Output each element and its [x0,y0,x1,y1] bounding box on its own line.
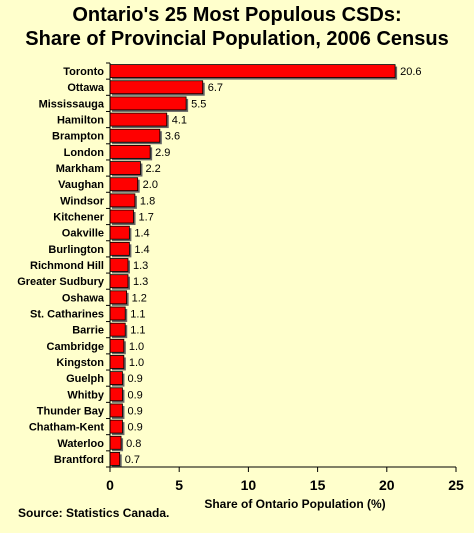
bar [109,209,134,224]
source-note: Source: Statistics Canada. [18,506,170,520]
x-tick-label: 10 [241,477,257,493]
category-label: Windsor [60,195,105,207]
category-label: Markham [56,163,105,175]
bar [109,96,187,111]
category-label: Ottawa [67,82,105,94]
bar [109,435,122,450]
category-label: St. Catharines [30,308,104,320]
bar [109,64,396,78]
category-label: Waterloo [57,438,104,450]
category-label: Mississauga [39,98,105,110]
chart-subtitle: Share of Provincial Population, 2006 Cen… [25,28,449,50]
data-label: 3.6 [165,131,180,143]
bar [109,274,129,289]
bar [109,338,125,353]
category-label: Cambridge [47,341,104,353]
category-label: Burlington [48,244,104,256]
category-label: Vaughan [58,179,104,191]
category-label: Brantford [54,454,104,466]
category-label: Guelph [66,373,104,385]
x-tick-label: 15 [310,477,326,493]
bar [109,128,161,143]
data-label: 0.7 [125,454,140,466]
category-label: Kingston [56,357,104,369]
category-label: Oakville [62,228,104,240]
data-label: 1.7 [139,212,154,224]
bar [109,403,123,418]
category-label: Barrie [72,325,104,337]
bar [109,112,168,127]
category-label: Kitchener [53,212,104,224]
x-tick-label: 0 [106,477,114,493]
category-label: London [64,147,105,159]
data-label: 0.9 [127,422,142,434]
category-label: Chatham-Kent [29,422,105,434]
bar [109,161,141,175]
category-label: Greater Sudbury [17,276,105,288]
data-label: 0.9 [127,373,142,385]
data-label: 4.1 [172,115,187,127]
data-label: 1.1 [130,308,145,320]
bar [109,355,125,369]
category-label: Richmond Hill [30,260,104,272]
bar [109,241,130,256]
x-axis-label: Share of Ontario Population (%) [204,497,385,511]
bar [109,144,151,159]
data-label: 2.2 [145,163,160,175]
bar [109,371,123,386]
data-label: 0.8 [126,438,141,450]
x-tick-label: 25 [448,477,464,493]
data-label: 20.6 [400,66,421,78]
category-label: Thunder Bay [37,405,105,417]
data-label: 0.9 [127,389,142,401]
data-label: 1.1 [130,325,145,337]
bar [109,387,123,402]
x-tick-label: 20 [379,477,395,493]
bar [109,419,123,434]
data-label: 5.5 [191,98,206,110]
bar [109,177,139,192]
data-label: 2.9 [155,147,170,159]
data-label: 6.7 [208,82,223,94]
category-label: Hamilton [57,115,104,127]
bar [109,290,128,305]
data-label: 1.4 [134,228,149,240]
data-label: 1.0 [129,341,144,353]
data-label: 0.9 [127,405,142,417]
category-label: Toronto [63,66,104,78]
category-label: Whitby [67,389,105,401]
data-label: 1.2 [132,292,147,304]
category-label: Oshawa [62,292,105,304]
bar [109,306,126,321]
data-label: 1.3 [133,260,148,272]
x-tick-label: 5 [175,477,183,493]
data-label: 1.3 [133,276,148,288]
bar [109,225,130,240]
bar [109,322,126,337]
data-label: 1.8 [140,195,155,207]
data-label: 2.0 [143,179,158,191]
bar [109,452,121,466]
bar [109,193,136,208]
data-label: 1.4 [134,244,149,256]
category-label: Brampton [52,131,104,143]
data-label: 1.0 [129,357,144,369]
chart-title: Ontario's 25 Most Populous CSDs: [72,4,402,26]
bar [109,258,129,272]
bar [109,80,204,95]
